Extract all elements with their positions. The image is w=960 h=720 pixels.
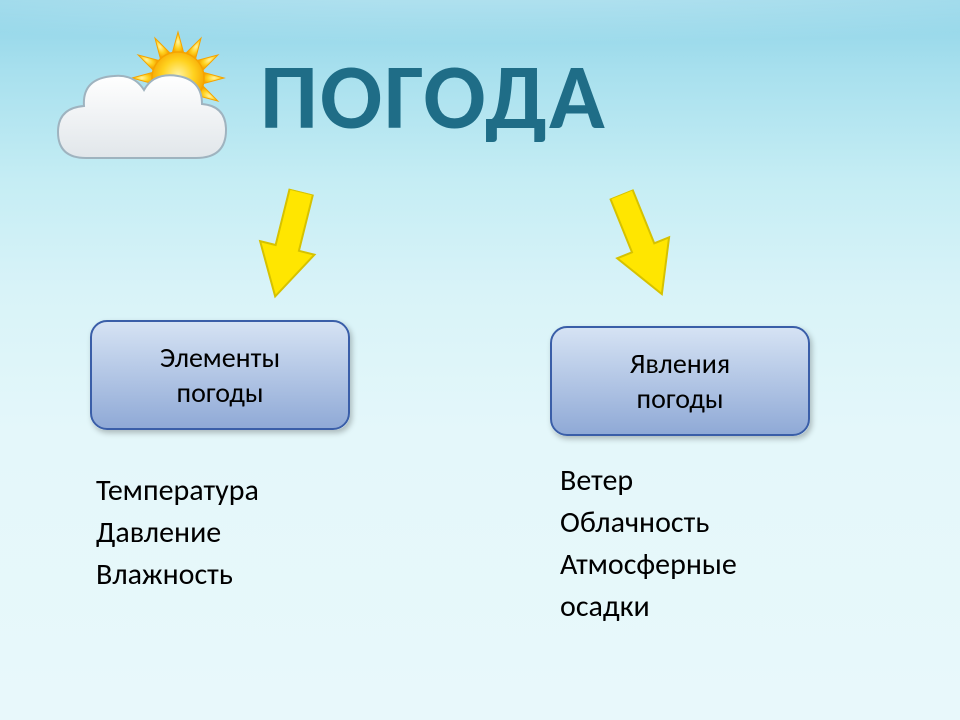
box-phenomena: Явления погоды <box>550 326 810 436</box>
arrow-right-icon <box>594 183 691 307</box>
weather-icon <box>56 28 256 188</box>
arrow-left-icon <box>246 184 331 305</box>
box-elements-label: Элементы погоды <box>160 340 280 410</box>
box-elements: Элементы погоды <box>90 320 350 430</box>
list-phenomena: Ветер Облачность Атмосферные осадки <box>560 460 737 628</box>
box-phenomena-label: Явления погоды <box>630 346 730 416</box>
page-title: ПОГОДА <box>260 40 607 153</box>
list-elements: Температура Давление Влажность <box>96 470 259 596</box>
